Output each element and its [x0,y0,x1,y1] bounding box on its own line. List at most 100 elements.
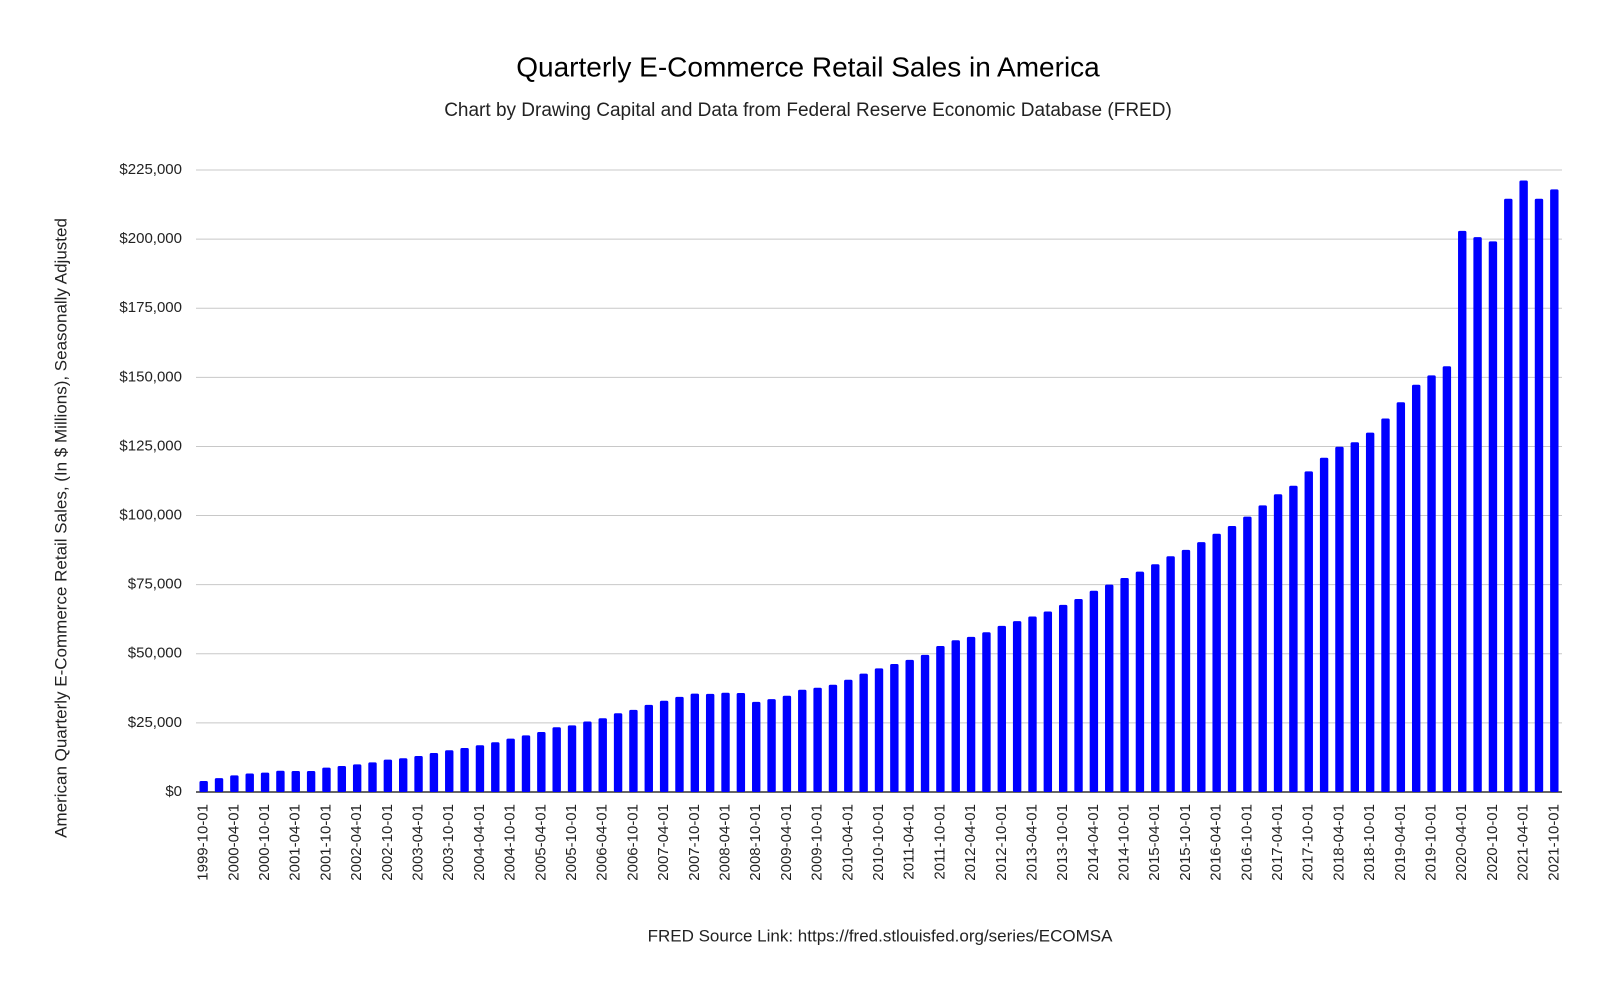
bar [798,689,807,792]
x-tick-label: 2009-10-01 [809,804,826,881]
x-tick-label: 1999-10-01 [195,804,212,881]
bar [291,770,300,792]
bar [1181,549,1191,792]
x-tick-label: 2018-10-01 [1361,804,1378,881]
bar [1089,590,1099,792]
bar [982,632,991,792]
bar [552,727,561,792]
bar [1427,375,1436,792]
x-tick-label: 2010-04-01 [839,804,856,881]
bar [951,640,960,792]
bar [1074,599,1083,792]
bar [629,709,638,792]
bar [1365,432,1375,792]
bar [1550,189,1559,793]
bar [521,735,531,792]
bar [844,679,853,792]
x-tick-label: 2017-04-01 [1269,804,1286,881]
bar [383,759,393,792]
x-tick-label: 2001-04-01 [287,804,304,881]
bar [245,773,254,792]
y-tick-label: $175,000 [119,299,182,316]
bar [1028,616,1037,792]
bar [1166,556,1175,792]
x-tick-label: 2014-10-01 [1116,804,1133,881]
bar [1273,494,1283,792]
x-tick-label: 2011-04-01 [901,804,918,880]
bar [1135,571,1145,792]
bar [1442,366,1452,792]
y-tick-label: $75,000 [128,576,182,593]
x-tick-label: 2004-04-01 [471,804,488,881]
y-tick-label: $200,000 [119,230,182,247]
bar [506,738,515,792]
bar [567,725,577,792]
bar [414,756,423,792]
x-tick-label: 2019-04-01 [1392,804,1409,881]
bar [1381,418,1390,792]
bar [1411,384,1421,792]
x-tick-label: 2003-10-01 [440,804,457,881]
x-tick-label: 2021-04-01 [1515,804,1532,881]
x-tick-label: 2016-04-01 [1208,804,1225,881]
bar [583,721,592,792]
x-tick-label: 2010-10-01 [870,804,887,881]
source-note: FRED Source Link: https://fred.stlouisfe… [648,926,1114,945]
x-tick-label: 2002-10-01 [379,804,396,881]
bar [306,770,316,792]
bar [1120,578,1129,792]
bar [214,778,224,792]
x-tick-label: 2006-10-01 [624,804,641,881]
x-tick-label: 2019-10-01 [1423,804,1440,881]
bar [1458,230,1467,793]
bar [1012,621,1022,792]
bar [537,732,546,792]
bar [920,654,930,792]
bar [1258,505,1267,792]
bar [491,742,500,792]
bar [1304,471,1313,792]
x-tick-label: 2016-10-01 [1238,804,1255,881]
x-tick-label: 2003-04-01 [410,804,427,881]
bar [1197,542,1206,792]
bar [475,745,485,792]
bar [1488,241,1498,793]
bar [445,750,454,792]
x-tick-label: 2008-04-01 [716,804,733,881]
x-tick-label: 2021-10-01 [1545,804,1562,881]
bar [613,713,623,792]
bar [199,780,208,792]
bar [1105,584,1114,792]
x-tick-label: 2007-10-01 [686,804,703,881]
bar [399,758,408,792]
x-tick-label: 2009-04-01 [778,804,795,881]
bar [460,748,469,792]
y-tick-label: $125,000 [119,437,182,454]
bar [782,695,792,792]
x-tick-label: 2006-04-01 [594,804,611,881]
bar [644,704,653,792]
x-tick-label: 2012-10-01 [993,804,1010,881]
x-tick-label: 2017-10-01 [1300,804,1317,881]
bar [276,770,285,792]
x-tick-label: 2014-04-01 [1085,804,1102,881]
bar [936,646,945,792]
bar [352,764,362,792]
bar [997,625,1006,792]
bar [337,766,347,792]
x-tick-label: 2000-10-01 [256,804,273,881]
bar [736,693,746,792]
chart-title: Quarterly E-Commerce Retail Sales in Ame… [516,51,1100,82]
x-tick-label: 2011-10-01 [931,804,948,880]
x-tick-label: 2020-10-01 [1484,804,1501,881]
bar [859,673,868,792]
bar [230,775,239,792]
bar [705,693,715,792]
x-tick-label: 2007-04-01 [655,804,672,881]
bar [767,699,776,792]
bar [1396,402,1406,792]
y-tick-label: $25,000 [128,714,182,731]
bar [690,693,700,792]
x-tick-label: 2005-10-01 [563,804,580,881]
